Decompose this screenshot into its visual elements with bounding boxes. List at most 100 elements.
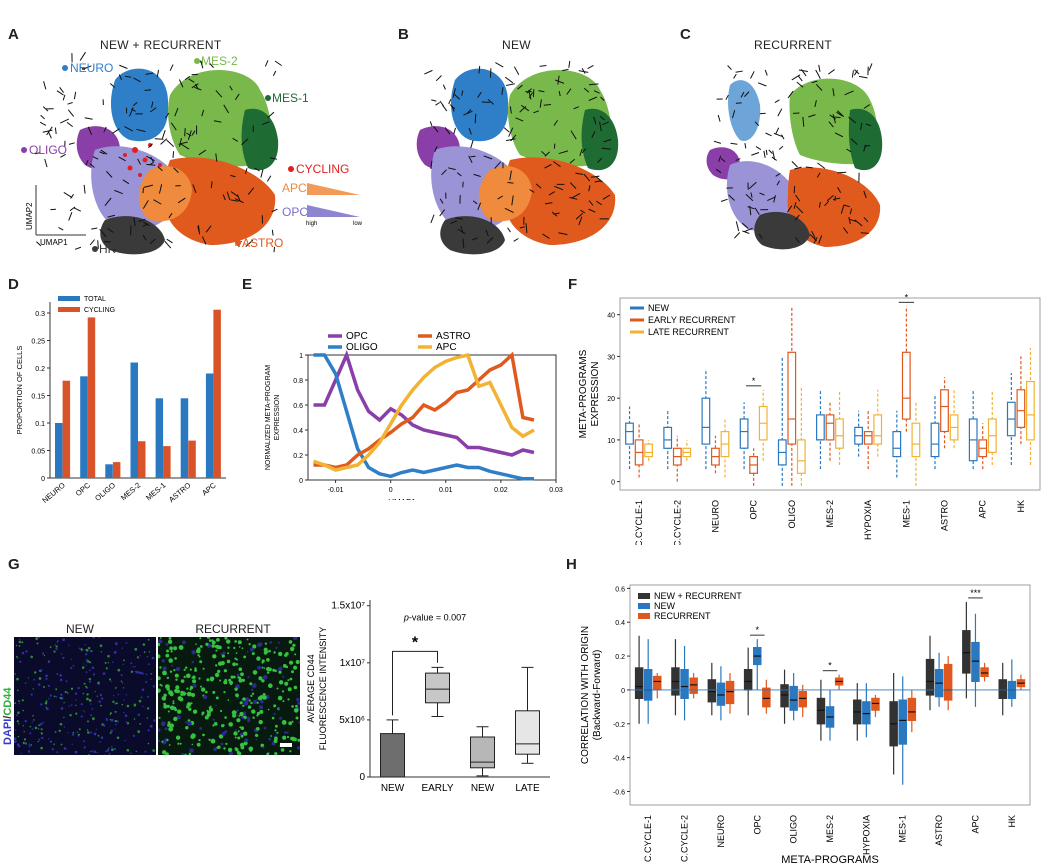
velocity-arrow — [100, 149, 108, 155]
box-new — [892, 431, 902, 458]
cell-speck — [185, 666, 188, 669]
y-tick-label: 0.3 — [35, 311, 45, 318]
x-tick-label: APC — [200, 480, 218, 497]
cell-speck — [247, 705, 252, 709]
cell-speck — [206, 637, 211, 639]
cell-speck — [235, 693, 239, 698]
x-tick-label: 0.02 — [494, 487, 508, 494]
cell-speck — [104, 754, 107, 755]
velocity-arrow — [793, 202, 797, 209]
cell-speck — [142, 643, 146, 646]
velocity-arrow — [715, 168, 722, 174]
cell-speck — [43, 686, 45, 688]
cell-speck — [266, 752, 270, 755]
x-tick-label: OLIGO — [93, 481, 117, 503]
velocity-arrow — [595, 200, 602, 206]
cell-speck — [216, 638, 220, 642]
bar-cycling — [87, 317, 96, 478]
cell-speck — [291, 720, 294, 723]
velocity-arrow — [748, 181, 757, 190]
y-axis-title-line1: CORRELATION WITH ORIGIN — [580, 626, 591, 764]
cell-speck — [223, 669, 227, 673]
velocity-arrow — [815, 69, 821, 79]
cell-speck — [221, 654, 225, 658]
velocity-arrow — [73, 91, 77, 100]
cell-speck — [158, 690, 161, 693]
velocity-arrow — [849, 218, 857, 223]
y-tick-label: 0.2 — [35, 366, 45, 373]
cell-speck — [17, 689, 19, 692]
legend-label: EARLY RECURRENT — [648, 315, 736, 325]
velocity-arrow — [764, 69, 768, 76]
cell-speck — [35, 637, 39, 640]
cell-speck — [116, 736, 120, 740]
velocity-arrow — [740, 91, 745, 98]
bar-cycling — [213, 309, 221, 478]
cell-speck — [224, 678, 228, 682]
velocity-arrow — [274, 60, 282, 67]
cell-speck — [23, 731, 25, 733]
box-new — [716, 682, 726, 706]
cell-speck — [60, 693, 63, 696]
cell-speck — [250, 694, 253, 697]
cell-speck — [206, 712, 211, 717]
velocity-arrow — [507, 182, 514, 184]
cell-speck — [238, 646, 241, 648]
panel-letter-a: A — [8, 26, 19, 43]
x-tick-label: NEURO — [710, 500, 720, 533]
cell-speck — [117, 668, 121, 672]
cell-speck — [75, 712, 78, 715]
cell-speck — [30, 693, 33, 696]
velocity-arrow — [210, 181, 213, 189]
velocity-arrow — [599, 121, 602, 132]
cell-speck — [199, 637, 202, 640]
cell-speck — [88, 646, 91, 650]
x-tick-label: C.CYCLE-2 — [680, 815, 690, 862]
cell-speck — [247, 676, 250, 679]
velocity-arrow — [513, 238, 519, 242]
velocity-arrow — [450, 220, 458, 225]
cell-speck — [248, 643, 251, 646]
cell-speck — [212, 690, 216, 694]
cell-speck — [294, 653, 297, 656]
cell-speck — [201, 687, 206, 692]
cell-speck — [297, 738, 300, 742]
cell-speck — [298, 721, 300, 724]
box-late-recurrent — [835, 418, 844, 449]
cell-speck — [149, 724, 153, 728]
cell-speck — [266, 666, 271, 672]
cell-speck — [163, 704, 168, 709]
velocity-arrow — [174, 107, 179, 117]
stain-label: DAPI/CD44 — [2, 687, 14, 745]
micro-recurrent-label: RECURRENT — [195, 622, 271, 636]
cell-speck — [85, 659, 89, 662]
cell-speck — [125, 721, 128, 723]
velocity-arrow — [557, 75, 560, 85]
cell-speck — [191, 734, 196, 739]
gradient-low-label: low — [353, 221, 363, 227]
cell-speck — [55, 696, 58, 698]
svg-text:DAPI/CD44: DAPI/CD44 — [2, 687, 14, 745]
velocity-arrow — [441, 169, 447, 176]
velocity-arrow — [478, 65, 481, 74]
cell-speck — [212, 654, 217, 659]
velocity-arrow — [192, 184, 197, 193]
cell-speck — [106, 749, 110, 752]
cell-speck — [256, 701, 259, 704]
velocity-arrow — [826, 194, 834, 202]
box-new — [643, 668, 653, 701]
velocity-arrow — [570, 130, 577, 140]
x-tick-label: MES-1 — [898, 815, 908, 843]
velocity-arrow — [757, 82, 767, 87]
velocity-arrow — [735, 221, 740, 232]
cell-speck — [216, 645, 220, 649]
cell-speck — [27, 677, 29, 679]
cell-speck — [24, 682, 27, 684]
legend-swatch — [638, 593, 650, 599]
x-tick-label: APC — [978, 500, 988, 519]
cell-speck — [158, 716, 161, 719]
cell-speck — [165, 684, 170, 689]
cell-speck — [241, 647, 244, 650]
velocity-arrow — [66, 121, 74, 127]
cell-speck — [244, 738, 249, 743]
